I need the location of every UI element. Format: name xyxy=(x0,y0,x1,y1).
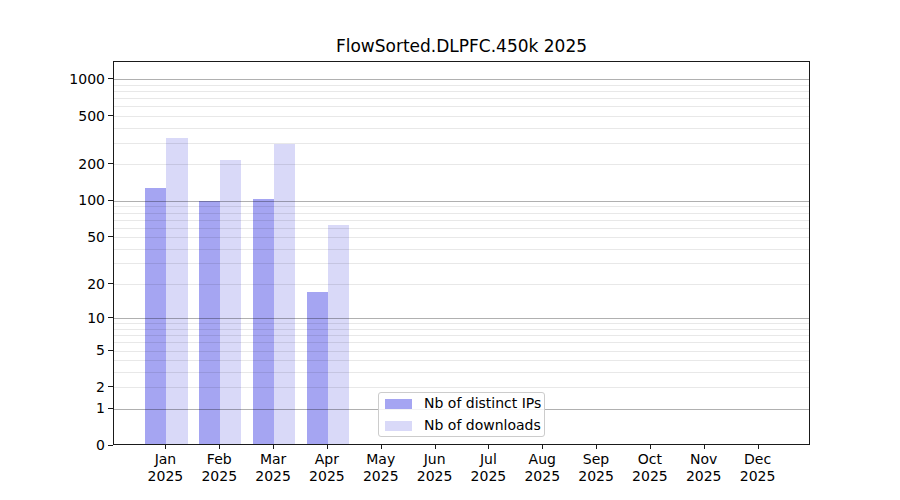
y-tick-mark-200 xyxy=(108,163,113,164)
x-tick-mark-dec xyxy=(758,445,759,449)
x-tick-label-may: May2025 xyxy=(351,451,411,485)
y-tick-mark-1000 xyxy=(108,78,113,79)
x-tick-label-jan: Jan2025 xyxy=(135,451,195,485)
gridline-50 xyxy=(114,237,809,238)
legend-label-ips: Nb of distinct IPs xyxy=(424,395,541,412)
x-tick-label-sep: Sep2025 xyxy=(566,451,626,485)
gridline-400 xyxy=(114,128,809,129)
x-tick-label-mar: Mar2025 xyxy=(243,451,303,485)
x-tick-label-aug: Aug2025 xyxy=(512,451,572,485)
gridline-4 xyxy=(114,360,809,361)
gridline-7 xyxy=(114,335,809,336)
y-tick-label-0: 0 xyxy=(0,438,105,452)
gridline-700 xyxy=(114,98,809,99)
bar-mar-downloads xyxy=(274,144,295,444)
legend-swatch-downloads xyxy=(385,421,412,431)
y-tick-label-200: 200 xyxy=(0,157,105,171)
y-tick-label-2: 2 xyxy=(0,380,105,394)
gridline-6 xyxy=(114,342,809,343)
bar-apr-ips xyxy=(307,292,328,444)
gridline-40 xyxy=(114,249,809,250)
gridline-900 xyxy=(114,85,809,86)
y-tick-label-1: 1 xyxy=(0,401,105,415)
gridline-20 xyxy=(114,284,809,285)
gridline-800 xyxy=(114,91,809,92)
bar-jan-downloads xyxy=(166,138,187,444)
x-tick-label-oct: Oct2025 xyxy=(620,451,680,485)
x-tick-mark-may xyxy=(381,445,382,449)
gridline-500 xyxy=(114,116,809,117)
x-tick-label-apr: Apr2025 xyxy=(297,451,357,485)
x-tick-mark-sep xyxy=(596,445,597,449)
y-tick-label-10: 10 xyxy=(0,311,105,325)
gridline-200 xyxy=(114,164,809,165)
gridline-100 xyxy=(114,201,809,202)
gridline-90 xyxy=(114,206,809,207)
x-tick-mark-mar xyxy=(273,445,274,449)
y-tick-label-20: 20 xyxy=(0,277,105,291)
legend: Nb of distinct IPs Nb of downloads xyxy=(378,392,545,437)
x-tick-mark-oct xyxy=(650,445,651,449)
gridline-30 xyxy=(114,263,809,264)
x-tick-mark-jun xyxy=(435,445,436,449)
chart-title: FlowSorted.DLPFC.450k 2025 xyxy=(113,36,810,56)
gridline-80 xyxy=(114,213,809,214)
legend-row-ips: Nb of distinct IPs xyxy=(385,395,544,412)
gridline-300 xyxy=(114,143,809,144)
figure: FlowSorted.DLPFC.450k 2025 0 1 2 5 10 20 50 100… xyxy=(0,0,900,500)
x-tick-mark-jan xyxy=(165,445,166,449)
x-tick-mark-feb xyxy=(219,445,220,449)
y-tick-mark-10 xyxy=(108,317,113,318)
y-tick-label-100: 100 xyxy=(0,193,105,207)
x-tick-mark-aug xyxy=(542,445,543,449)
gridline-9 xyxy=(114,323,809,324)
y-tick-mark-1 xyxy=(108,408,113,409)
gridline-2 xyxy=(114,387,809,388)
x-tick-mark-apr xyxy=(327,445,328,449)
y-tick-mark-20 xyxy=(108,283,113,284)
x-tick-mark-jul xyxy=(488,445,489,449)
gridline-5 xyxy=(114,351,809,352)
gridline-600 xyxy=(114,106,809,107)
y-tick-mark-5 xyxy=(108,350,113,351)
legend-label-downloads: Nb of downloads xyxy=(424,417,541,434)
x-tick-label-dec: Dec2025 xyxy=(728,451,788,485)
gridline-60 xyxy=(114,228,809,229)
y-tick-label-1000: 1000 xyxy=(0,72,105,86)
bar-feb-downloads xyxy=(220,160,241,444)
plot-area xyxy=(113,61,810,445)
legend-row-downloads: Nb of downloads xyxy=(385,417,544,434)
x-tick-label-nov: Nov2025 xyxy=(674,451,734,485)
x-tick-mark-nov xyxy=(704,445,705,449)
y-tick-mark-2 xyxy=(108,386,113,387)
y-tick-label-500: 500 xyxy=(0,109,105,123)
y-tick-label-50: 50 xyxy=(0,230,105,244)
y-tick-mark-500 xyxy=(108,115,113,116)
y-tick-mark-100 xyxy=(108,200,113,201)
y-tick-label-5: 5 xyxy=(0,343,105,357)
x-tick-label-feb: Feb2025 xyxy=(189,451,249,485)
legend-swatch-ips xyxy=(385,399,412,409)
y-tick-mark-0 xyxy=(108,445,113,446)
bar-jan-ips xyxy=(145,188,166,444)
bar-mar-ips xyxy=(253,199,274,444)
gridline-3 xyxy=(114,372,809,373)
x-tick-label-jun: Jun2025 xyxy=(405,451,465,485)
y-tick-mark-50 xyxy=(108,236,113,237)
bar-apr-downloads xyxy=(328,225,349,444)
x-tick-label-jul: Jul2025 xyxy=(458,451,518,485)
gridline-1000 xyxy=(114,79,809,80)
gridline-8 xyxy=(114,329,809,330)
gridline-10 xyxy=(114,318,809,319)
gridline-70 xyxy=(114,220,809,221)
